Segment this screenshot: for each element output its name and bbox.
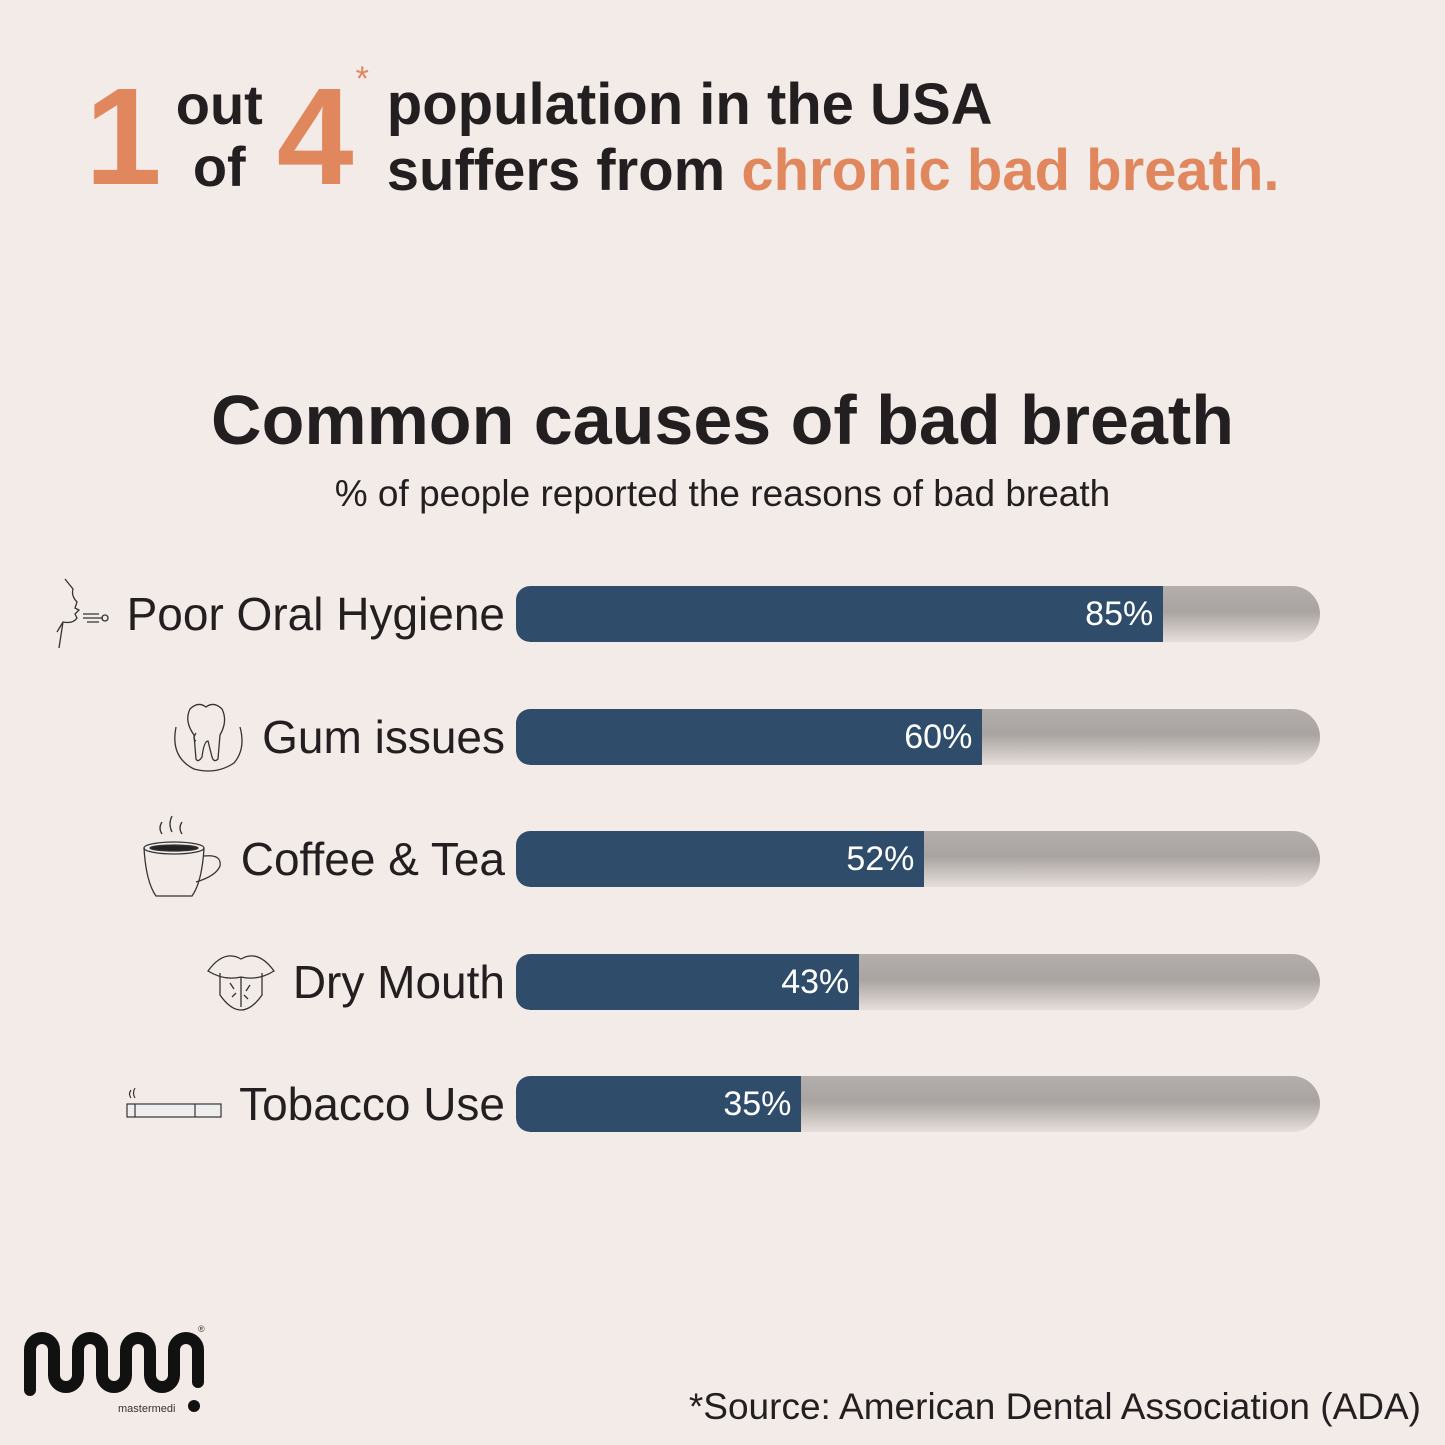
bar-fill: 35% [516,1076,802,1132]
source-note: *Source: American Dental Association (AD… [688,1386,1421,1427]
bar-label-group: Poor Oral Hygiene [53,566,505,662]
chart-subtitle: % of people reported the reasons of bad … [334,473,1111,514]
svg-text:mastermedi: mastermedi [118,1403,175,1415]
headline-number-one: 1 [85,60,162,214]
bar-track: 52% [516,831,1320,887]
headline-number-four: 4 [276,60,354,214]
bar-fill: 60% [516,709,983,765]
bar-label: Coffee & Tea [240,833,505,885]
bar-value-label: 52% [846,840,915,878]
bar-row: Tobacco Use 35% [0,1076,1445,1132]
bar-value-label: 35% [723,1085,792,1123]
bar-value-label: 60% [904,718,973,756]
bar-label: Poor Oral Hygiene [126,588,505,640]
bar-row: Coffee & Tea 52% [0,815,1445,897]
bar-row: Gum issues 60% [0,703,1445,772]
bar-track: 85% [516,586,1320,642]
headline: 1 out of 4 * population in the USA suffer… [85,62,1280,212]
mastermedi-logo: mastermedi ® [22,1320,212,1420]
out-text: out [175,73,263,136]
of-text: of [192,135,246,198]
bar-fill: 43% [516,954,860,1010]
bar-track: 43% [516,954,1320,1010]
chart-title: Common causes of bad breath [211,381,1234,459]
bar-label-group: Gum issues [168,689,505,785]
bar-value-label: 85% [1085,595,1154,633]
headline-line-1: population in the USA [386,72,993,137]
cigarette-icon [125,1084,225,1124]
bar-row: Poor Oral Hygiene 85% [0,578,1445,649]
headline-line-2: suffers from chronic bad breath. [387,138,1280,204]
bar-fill: 85% [516,586,1164,642]
dry-tongue-icon [204,945,279,1020]
headline-lines: population in the USA suffers from chron… [387,62,1280,204]
bar-fill: 52% [516,831,925,887]
coffee-cup-icon [142,812,227,907]
bar-label: Gum issues [262,711,505,763]
headline-four-group: 4 * [277,62,369,212]
headline-prefix: suffers from [386,138,742,203]
footnote-asterisk: * [355,60,369,98]
svg-text:®: ® [198,1324,205,1334]
bar-label: Tobacco Use [239,1078,505,1130]
bar-label: Dry Mouth [292,956,505,1008]
breath-face-icon [53,574,113,654]
tooth-gum-icon [168,697,248,777]
headline-out-of: out of [176,62,263,198]
bar-value-label: 43% [781,963,850,1001]
headline-accent: chronic bad breath. [741,138,1280,203]
bar-row: Dry Mouth 43% [0,954,1445,1011]
bar-label-group: Coffee & Tea [142,811,505,907]
bar-track: 35% [516,1076,1320,1132]
bar-track: 60% [516,709,1320,765]
bar-label-group: Tobacco Use [125,1056,505,1152]
bar-label-group: Dry Mouth [204,934,505,1030]
